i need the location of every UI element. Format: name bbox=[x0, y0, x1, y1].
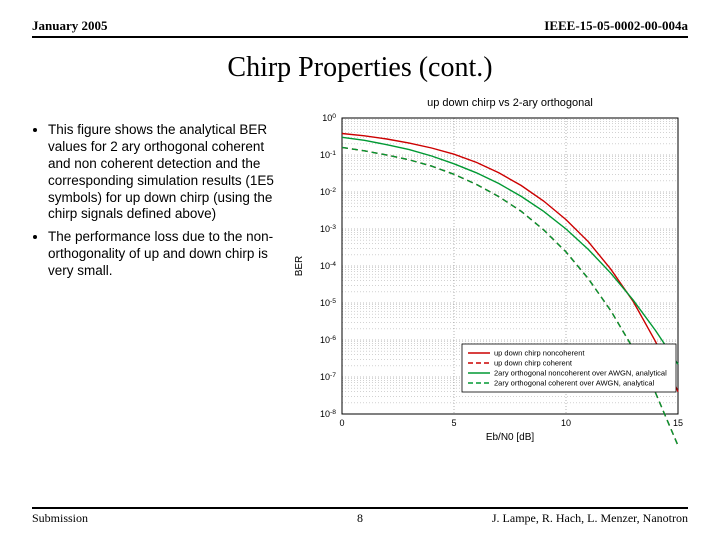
svg-text:5: 5 bbox=[451, 418, 456, 428]
svg-text:Eb/N0 [dB]: Eb/N0 [dB] bbox=[486, 432, 535, 443]
bullet-item: The performance loss due to the non-orth… bbox=[48, 229, 282, 280]
svg-text:2ary orthogonal noncoherent ov: 2ary orthogonal noncoherent over AWGN, a… bbox=[494, 369, 667, 378]
slide-footer: Submission 8 J. Lampe, R. Hach, L. Menze… bbox=[32, 507, 688, 526]
ber-chart: up down chirp vs 2-ary orthogonal10010-1… bbox=[288, 92, 688, 452]
footer-page: 8 bbox=[357, 511, 363, 526]
svg-text:2ary orthogonal coherent over: 2ary orthogonal coherent over AWGN, anal… bbox=[494, 379, 655, 388]
svg-text:10-1: 10-1 bbox=[320, 150, 336, 161]
svg-text:10-5: 10-5 bbox=[320, 298, 336, 309]
svg-text:10: 10 bbox=[561, 418, 571, 428]
header-date: January 2005 bbox=[32, 18, 107, 34]
svg-text:10-7: 10-7 bbox=[320, 372, 336, 383]
svg-text:100: 100 bbox=[322, 113, 336, 124]
svg-text:up down chirp coherent: up down chirp coherent bbox=[494, 359, 573, 368]
slide-title: Chirp Properties (cont.) bbox=[32, 52, 688, 84]
svg-text:10-6: 10-6 bbox=[320, 335, 336, 346]
svg-text:up down chirp vs 2-ary orthogo: up down chirp vs 2-ary orthogonal bbox=[427, 97, 593, 109]
footer-submission: Submission bbox=[32, 511, 88, 526]
bullet-item: This figure shows the analytical BER val… bbox=[48, 122, 282, 223]
footer-authors: J. Lampe, R. Hach, L. Menzer, Nanotron bbox=[492, 511, 688, 526]
bullet-list: This figure shows the analytical BER val… bbox=[32, 92, 282, 452]
svg-text:10-8: 10-8 bbox=[320, 409, 336, 420]
svg-text:10-4: 10-4 bbox=[320, 261, 336, 272]
header-docnum: IEEE-15-05-0002-00-004a bbox=[544, 18, 688, 34]
svg-text:up down chirp noncoherent: up down chirp noncoherent bbox=[494, 349, 585, 358]
svg-text:10-2: 10-2 bbox=[320, 187, 336, 198]
svg-text:15: 15 bbox=[673, 418, 683, 428]
svg-text:BER: BER bbox=[294, 256, 305, 277]
svg-text:10-3: 10-3 bbox=[320, 224, 336, 235]
svg-text:0: 0 bbox=[339, 418, 344, 428]
slide-header: January 2005 IEEE-15-05-0002-00-004a bbox=[32, 18, 688, 38]
